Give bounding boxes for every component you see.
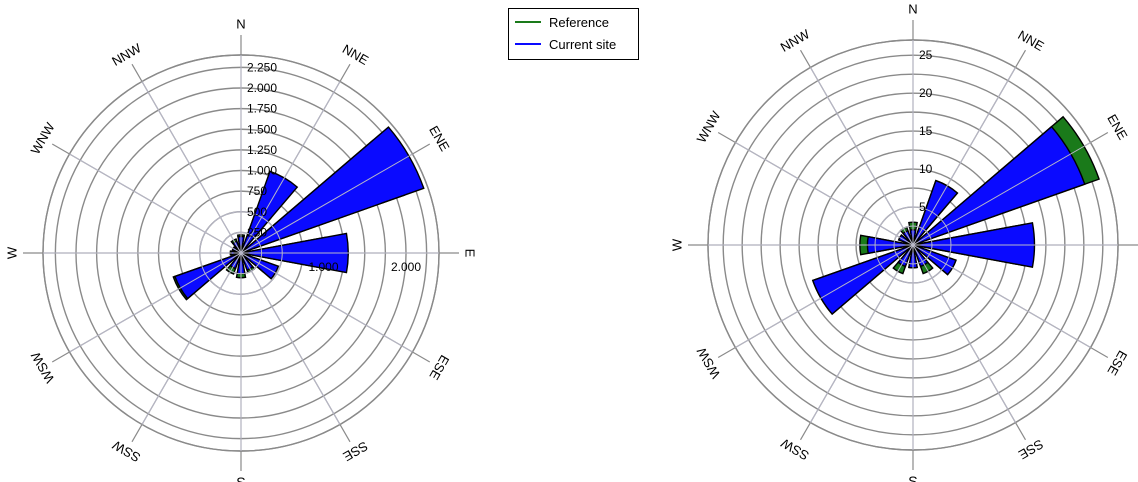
legend: Reference Current site [508,8,639,60]
direction-label-wsw: WSW [27,349,57,386]
direction-label-e: E [463,249,478,258]
radial-tick-label: 1.750 [247,102,277,116]
radial-tick-label: 750 [247,184,267,198]
direction-label-ene: ENE [1104,112,1131,143]
spoke-overlay-nnw [810,67,914,246]
radial-tick-label-east: 1.000 [308,260,338,274]
radial-tick-label: 15 [919,124,933,138]
radial-tick-label: 10 [919,162,933,176]
spoke-overlay-ene [240,153,413,254]
legend-swatch-current-site [515,43,541,45]
direction-label-nne: NNE [1015,27,1047,54]
direction-label-s: S [908,474,917,482]
grid-ring-overlay [219,231,263,275]
spoke-overlay-sse [912,244,1016,423]
direction-label-ese: ESE [1104,348,1130,378]
spoke-overlay-ssw [141,252,242,425]
radial-tick-label: 2.000 [247,81,277,95]
direction-label-ene: ENE [426,123,453,154]
spoke-overlay-ese [240,252,413,353]
direction-label-nnw: NNW [778,26,813,55]
radial-tick-label: 1.500 [247,122,277,136]
direction-label-ese: ESE [426,353,452,383]
spoke-overlay-wsw [735,244,914,348]
radial-tick-label: 250 [247,225,267,239]
radial-tick-label: 1.250 [247,143,277,157]
grid-ring-overlay [874,206,952,284]
spoke-overlay-wsw [69,252,242,353]
spoke-overlay-sse [240,252,341,425]
spoke-overlay-wnw [69,153,242,254]
direction-label-nnw: NNW [109,40,144,69]
legend-label-reference: Reference [549,14,609,30]
legend-label-current-site: Current site [549,36,617,52]
spoke-overlay-nnw [141,81,242,254]
direction-label-n: N [236,16,245,31]
direction-label-wsw: WSW [693,344,723,381]
spoke-overlay-wnw [735,142,914,246]
spoke-overlay-ese [912,244,1091,348]
wind-rose-left: N NNE ENE E ESE SSE S SSW WSW W WNW NNW 250 500 750 1.0… [4,16,477,482]
spoke-overlay-nne [240,81,341,254]
spoke-overlay-ssw [810,244,914,423]
radial-tick-label: 25 [919,48,933,62]
direction-label-s: S [236,475,245,482]
direction-label-w: W [669,238,684,251]
radial-tick-label: 2.250 [247,60,277,74]
direction-label-n: N [908,1,917,16]
spoke-overlay-nne [912,67,1016,246]
wind-rose-right: NNNEENEEESESSESSSWWSWWWNWNNW510152025 [669,1,1138,482]
radial-tick-label: 500 [247,205,267,219]
direction-label-w: W [4,246,19,259]
direction-label-nne: NNE [340,41,372,68]
legend-item-current-site: Current site [515,35,616,53]
grid-ring-overlay [893,225,933,265]
direction-label-wnw: WNW [694,108,724,146]
direction-label-ssw: SSW [109,437,143,465]
radial-tick-label: 20 [919,86,933,100]
wedge-current-site-wsw [174,252,242,300]
spoke-overlay-ene [912,142,1091,246]
legend-item-reference: Reference [515,13,609,31]
radial-tick-label-east: 2.000 [391,260,421,274]
direction-label-wnw: WNW [28,119,58,157]
radial-tick-label: 5 [919,200,926,214]
grid-ring-overlay [199,211,283,295]
direction-label-sse: SSE [340,438,370,464]
direction-label-sse: SSE [1016,436,1046,462]
direction-label-ssw: SSW [778,435,812,463]
radial-tick-label: 1.000 [247,164,277,178]
legend-swatch-reference [515,21,541,23]
